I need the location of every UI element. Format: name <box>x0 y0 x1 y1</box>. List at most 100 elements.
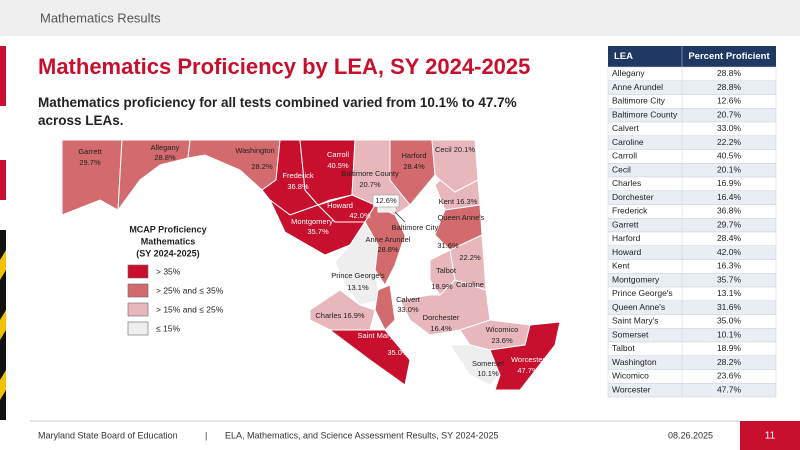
county <box>61 139 123 216</box>
cell-lea: Dorchester <box>612 192 654 202</box>
cell-lea: Carroll <box>612 151 637 161</box>
cell-lea: Saint Mary's <box>612 316 659 326</box>
footer-separator: | <box>205 430 207 440</box>
county-label: Cecil 20.1% <box>435 145 475 154</box>
cell-percent: 22.2% <box>717 137 742 147</box>
county-name: Worcester <box>511 355 546 364</box>
cell-percent: 28.8% <box>717 68 742 78</box>
legend-title: MCAP Proficiency <box>129 224 206 234</box>
cell-percent: 18.9% <box>717 343 742 353</box>
county-value: 29.7% <box>79 158 101 167</box>
cell-percent: 36.8% <box>717 206 742 216</box>
cell-percent: 28.4% <box>717 233 742 243</box>
county-name: Kent <box>439 197 455 206</box>
cell-percent: 40.5% <box>717 151 742 161</box>
subtitle: Mathematics proficiency for all tests co… <box>38 95 517 128</box>
page-number: 11 <box>765 431 776 442</box>
cell-lea: Montgomery <box>612 274 660 284</box>
footer-report: ELA, Mathematics, and Science Assessment… <box>225 430 498 440</box>
county-value: 33.0% <box>397 305 419 314</box>
county-name: Anne Arundel <box>365 235 410 244</box>
leader-line <box>394 211 406 223</box>
cell-lea: Howard <box>612 247 642 257</box>
legend-swatch <box>127 283 149 298</box>
county-value: 36.8% <box>287 182 309 191</box>
cell-percent: 12.6% <box>717 96 742 106</box>
cell-lea: Worcester <box>612 384 651 394</box>
cell-lea: Kent <box>612 261 630 271</box>
county-value: 20.1% <box>454 145 476 154</box>
county-value: 12.6% <box>375 196 397 205</box>
county-value: 35.0% <box>387 348 409 357</box>
county-value: 16.4% <box>430 324 452 333</box>
county-value: 23.6% <box>491 336 513 345</box>
county-value: 16.9% <box>343 311 365 320</box>
cell-percent: 23.6% <box>717 371 742 381</box>
county-value: 40.5% <box>327 161 349 170</box>
cell-percent: 20.1% <box>717 164 742 174</box>
county <box>374 284 396 331</box>
county-name: Prince George's <box>331 271 385 280</box>
header-bar <box>0 0 800 36</box>
cell-lea: Somerset <box>612 329 649 339</box>
cell-lea: Wicomico <box>612 371 649 381</box>
column-header: LEA <box>614 51 633 62</box>
county-name: Saint Mary's <box>357 331 398 340</box>
county-name: Charles <box>315 311 341 320</box>
cell-percent: 16.9% <box>717 178 742 188</box>
county-value: 22.2% <box>459 253 481 262</box>
table-header <box>608 46 776 67</box>
cell-percent: 35.0% <box>717 316 742 326</box>
county <box>399 279 491 336</box>
county-value: 28.8% <box>377 245 399 254</box>
county-name: Baltimore City <box>392 223 439 232</box>
table-row <box>607 383 777 398</box>
cell-percent: 28.2% <box>717 357 742 367</box>
section-title: Mathematics Results <box>40 10 161 25</box>
cell-lea: Prince George's <box>612 288 673 298</box>
county-name: Baltimore County <box>341 169 399 178</box>
cell-percent: 33.0% <box>717 123 742 133</box>
accent-bar <box>0 46 6 106</box>
county-value: 35.7% <box>307 227 329 236</box>
cell-percent: 29.7% <box>717 219 742 229</box>
county-value: 28.8% <box>154 153 176 162</box>
county-label: Kent 16.3% <box>439 197 478 206</box>
accent-bar <box>0 160 6 200</box>
cell-percent: 31.6% <box>717 302 742 312</box>
cell-percent: 16.4% <box>717 192 742 202</box>
legend-swatch <box>127 302 149 317</box>
cell-lea: Anne Arundel <box>612 82 663 92</box>
table-row <box>607 259 777 274</box>
cell-lea: Baltimore County <box>612 109 678 119</box>
column-header: Percent Proficient <box>688 51 770 62</box>
cell-lea: Baltimore City <box>612 96 666 106</box>
cell-lea: Washington <box>612 357 657 367</box>
legend-label: > 35% <box>156 266 181 276</box>
county-value: 16.3% <box>456 197 478 206</box>
cell-percent: 20.7% <box>717 109 742 119</box>
county-value: 13.1% <box>347 283 369 292</box>
county-value: 18.9% <box>431 282 453 291</box>
county-name: Allegany <box>151 143 180 152</box>
cell-percent: 13.1% <box>717 288 742 298</box>
subtitle-box: Mathematics proficiency for all tests co… <box>38 95 517 128</box>
county <box>389 139 436 206</box>
county-name: Wicomico <box>486 325 519 334</box>
county-value: 47.7% <box>517 366 539 375</box>
county <box>309 289 376 331</box>
county-value: 10.1% <box>477 369 499 378</box>
legend-title: Mathematics <box>141 236 196 246</box>
cell-lea: Harford <box>612 233 641 243</box>
county-value: 31.6% <box>437 241 459 250</box>
map: Garrett29.7%Allegany28.8%Washington28.2%… <box>61 139 561 391</box>
cell-lea: Charles <box>612 178 641 188</box>
cell-lea: Garrett <box>612 219 639 229</box>
legend-swatch <box>127 264 149 279</box>
cell-percent: 10.1% <box>717 329 742 339</box>
county-value: 28.4% <box>403 162 425 171</box>
county-name: Carroll <box>327 150 349 159</box>
legend-title: (SY 2024-2025) <box>136 248 199 258</box>
county-name: Queen Anne's <box>438 213 485 222</box>
